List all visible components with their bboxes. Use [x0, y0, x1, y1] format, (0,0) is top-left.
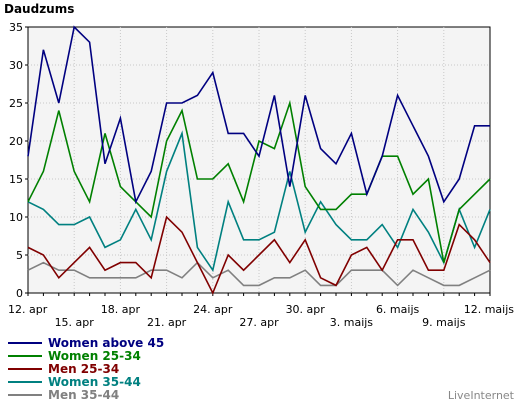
- y-tick-label: 25: [9, 97, 23, 110]
- y-tick-label: 15: [9, 173, 23, 186]
- legend-label: Women 25-34: [48, 349, 141, 363]
- series-line-women-35-44: [27, 130, 491, 273]
- x-tick-label: 24. apr: [193, 303, 233, 316]
- legend-label: Men 35-44: [48, 388, 119, 402]
- x-tick-label: 12. apr: [8, 303, 48, 316]
- x-tick-label: 9. maijs: [422, 316, 466, 329]
- x-tick-label: 15. apr: [55, 316, 95, 329]
- credit-text: LiveInternet: [448, 389, 515, 402]
- series-line-men-25-34: [27, 215, 491, 295]
- y-tick-label: 0: [16, 287, 23, 300]
- y-tick-label: 10: [9, 211, 23, 224]
- x-tick-label: 30. apr: [286, 303, 326, 316]
- x-tick-label: 18. apr: [101, 303, 141, 316]
- x-axis-ticks: 12. apr 15. apr 18. apr 21. apr 24. apr 27. a…: [8, 293, 514, 329]
- y-axis-ticks: 0 5 10 15 20 25 30 35: [9, 21, 28, 300]
- x-tick-label: 27. apr: [239, 316, 279, 329]
- x-tick-label: 6. maijs: [376, 303, 420, 316]
- legend-item: Men 35-44: [8, 388, 119, 402]
- legend-label: Women 35-44: [48, 375, 141, 389]
- y-tick-label: 5: [16, 249, 23, 262]
- x-tick-label: 12. maijs: [464, 303, 515, 316]
- series-line-women-above-45: [27, 25, 490, 205]
- y-tick-label: 35: [9, 21, 23, 34]
- series-lines: [27, 25, 491, 295]
- legend-label: Men 25-34: [48, 362, 119, 376]
- legend-item: Women above 45: [8, 336, 164, 350]
- x-tick-label: 3. maijs: [330, 316, 374, 329]
- series-line-men-35-44: [27, 261, 491, 287]
- series-line-women-25-34: [27, 99, 491, 263]
- y-tick-label: 30: [9, 59, 23, 72]
- x-tick-label: 21. apr: [147, 316, 187, 329]
- legend-label: Women above 45: [48, 336, 164, 350]
- y-tick-label: 20: [9, 135, 23, 148]
- legend-item: Women 35-44: [8, 375, 141, 389]
- legend-item: Women 25-34: [8, 349, 141, 363]
- y-axis-title: Daudzums: [4, 2, 74, 16]
- legend-item: Men 25-34: [8, 362, 119, 376]
